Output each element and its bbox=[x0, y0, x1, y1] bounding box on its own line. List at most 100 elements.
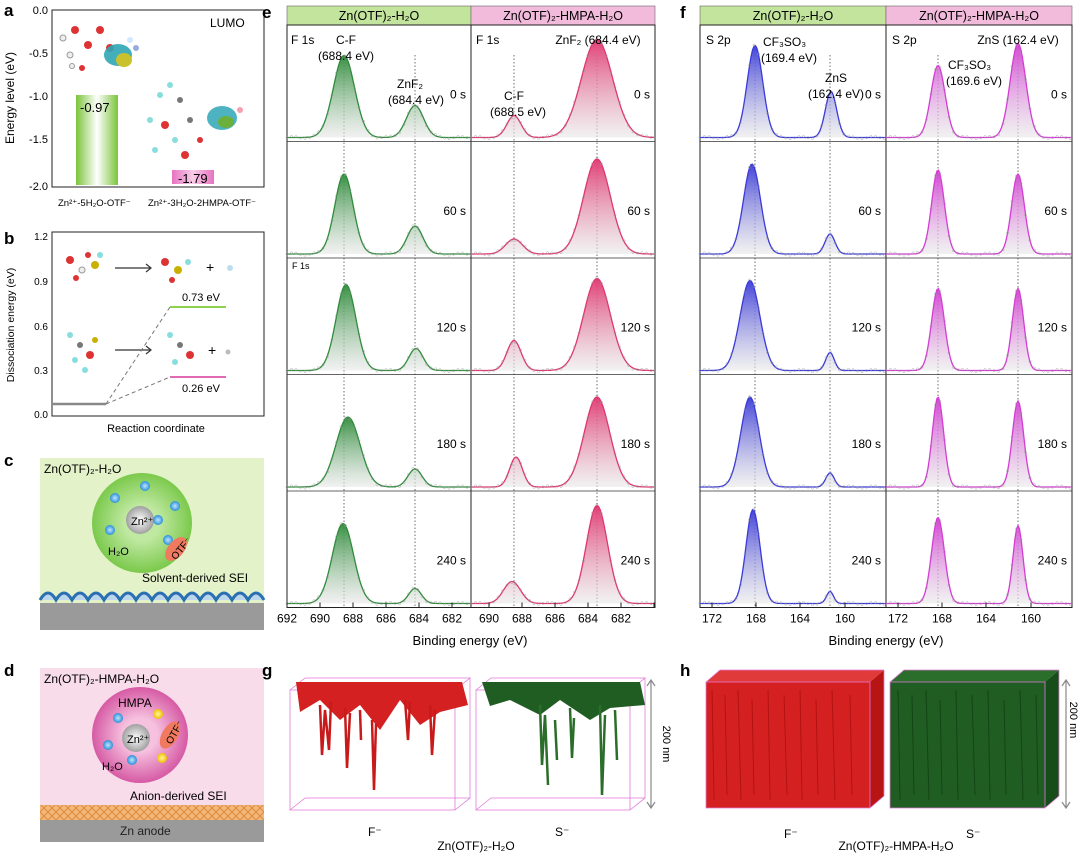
h2o-label-c: H₂O bbox=[108, 546, 129, 558]
zn-label-d: Zn²⁺ bbox=[127, 734, 150, 746]
zns-energy-left: (162.4 eV) bbox=[808, 87, 864, 101]
molecule-b-1 bbox=[66, 252, 103, 281]
y-axis-label-b: Dissociation energy (eV) bbox=[5, 268, 17, 382]
x-tick: 692 bbox=[277, 612, 297, 626]
s2p-label-left: S 2p bbox=[706, 33, 731, 47]
time-label: 120 s bbox=[1038, 320, 1067, 334]
dashed-connector-1 bbox=[105, 306, 171, 405]
ytick: 0.0 bbox=[33, 5, 48, 17]
spectrum-fill bbox=[886, 397, 1072, 487]
x-axis-label-b: Reaction coordinate bbox=[107, 423, 205, 435]
x-axis-label-e: Binding energy (eV) bbox=[413, 633, 528, 648]
panel-g: g 200 nm F⁻ S⁻ Zn(OTF)₂-H₂O bbox=[262, 661, 672, 853]
molecule-b-2 bbox=[67, 332, 98, 373]
energy-label-2: 0.26 eV bbox=[182, 383, 221, 395]
time-label: 180 s bbox=[437, 437, 466, 451]
spectrum-fit-line bbox=[471, 158, 654, 255]
xps-s2p-plots: 0 s 60 s 120 s 180 s 240 s 172 168 164 160 0 s 60 … bbox=[698, 24, 1073, 626]
f1s-small-label: F 1s bbox=[292, 261, 310, 271]
tof-sims-cube-s-h bbox=[889, 669, 1060, 809]
spectrum-fit-line bbox=[287, 173, 470, 255]
time-label: 180 s bbox=[852, 437, 881, 451]
panel-label-c: c bbox=[4, 451, 13, 470]
sei-label-c: Solvent-derived SEI bbox=[142, 571, 248, 585]
electrolyte-d: Zn(OTF)₂-HMPA-H₂O bbox=[44, 672, 159, 686]
spectrum-fit-line bbox=[471, 277, 654, 372]
hmpa-label: HMPA bbox=[118, 696, 152, 710]
lumo-title: LUMO bbox=[210, 16, 245, 30]
spectrum-fill bbox=[700, 280, 886, 371]
spectrum-fill bbox=[287, 55, 471, 138]
zn-anode-c bbox=[40, 603, 264, 630]
spectrum-fill bbox=[287, 174, 471, 254]
plot-frame-a bbox=[51, 9, 265, 188]
spectrum-fill bbox=[287, 284, 471, 371]
panel-c: c Zn(OTF)₂-H₂O Zn²⁺ H₂O OTF⁻ Solvent-der… bbox=[4, 451, 266, 630]
x-tick: 160 bbox=[835, 612, 855, 626]
scale-label-g: 200 nm bbox=[660, 726, 672, 763]
spectrum-fill bbox=[471, 397, 655, 487]
time-label: 60 s bbox=[1044, 204, 1067, 218]
plus-1: + bbox=[206, 259, 214, 275]
zn-anode-label: Zn anode bbox=[120, 824, 171, 838]
otf-anion bbox=[165, 537, 187, 561]
ytick: 1.2 bbox=[34, 232, 48, 243]
spectrum-fill bbox=[700, 45, 886, 138]
s2p-label-right: S 2p bbox=[892, 33, 917, 47]
ytick: 0.3 bbox=[34, 366, 48, 377]
dashed-connector-2 bbox=[105, 376, 171, 405]
scale-label-h: 200 nm bbox=[1067, 702, 1079, 739]
tof-sims-cube-s-g bbox=[475, 677, 647, 811]
spectrum-fill bbox=[700, 509, 886, 604]
ytick: 0.0 bbox=[34, 410, 48, 421]
x-tick: 690 bbox=[310, 612, 330, 626]
znf2-peak-label-right: ZnF₂ (684.4 eV) bbox=[555, 33, 640, 47]
x-axis-label-f: Binding energy (eV) bbox=[829, 633, 944, 648]
solvent-sei-layer bbox=[38, 591, 266, 604]
spectrum-fit-line bbox=[471, 396, 654, 488]
time-label: 60 s bbox=[443, 204, 466, 218]
x-tick: 682 bbox=[611, 612, 631, 626]
panel-f: f Zn(OTF)₂-H₂O Zn(OTF)₂-HMPA-H₂O 0 s 60 s… bbox=[680, 3, 1073, 648]
fragment-2 bbox=[225, 349, 231, 355]
time-label: 60 s bbox=[627, 204, 650, 218]
x-tick: 168 bbox=[746, 612, 766, 626]
spectrum-fit-line bbox=[471, 38, 655, 139]
f-label-g: F⁻ bbox=[368, 825, 382, 839]
znf2-peak-label-left: ZnF₂ bbox=[397, 77, 423, 91]
spectrum-fit-line bbox=[700, 279, 886, 372]
spectra-frame bbox=[699, 24, 887, 608]
time-label: 0 s bbox=[450, 87, 466, 101]
anion-sei-layer bbox=[40, 805, 264, 820]
electrolyte-c: Zn(OTF)₂-H₂O bbox=[44, 462, 121, 476]
cf3so3-label-right: CF₃SO₃ bbox=[948, 58, 991, 72]
x-tick: 164 bbox=[790, 612, 810, 626]
tof-sims-cube-f-h bbox=[705, 669, 885, 809]
x-tick: 688 bbox=[343, 612, 363, 626]
cf-peak-label-left: C-F bbox=[336, 33, 356, 47]
spectrum-fill bbox=[471, 278, 655, 371]
time-label: 0 s bbox=[865, 87, 881, 101]
panel-label-e: e bbox=[262, 3, 271, 22]
cf-peak-energy-left: (688.4 eV) bbox=[318, 49, 374, 63]
time-label: 240 s bbox=[621, 553, 650, 567]
header-f-left-text: Zn(OTF)₂-H₂O bbox=[753, 9, 834, 23]
zn-anode-d bbox=[40, 820, 264, 842]
lumo-value-1: -0.97 bbox=[80, 100, 110, 115]
s-label-h: S⁻ bbox=[966, 827, 980, 841]
time-label: 120 s bbox=[852, 320, 881, 334]
zns-label-left: ZnS bbox=[825, 71, 847, 85]
spectrum-fill bbox=[886, 43, 1072, 138]
f1s-label-right: F 1s bbox=[476, 33, 499, 47]
panel-a: a 0.0 -0.5 -1.0 -1.5 -2.0 Energy level (… bbox=[3, 1, 265, 209]
y-axis-label-a: Energy level (eV) bbox=[3, 52, 17, 144]
ytick: -0.5 bbox=[29, 48, 48, 60]
molecule-b-1-product bbox=[161, 258, 191, 283]
lumo-bar-green bbox=[76, 95, 118, 185]
spectrum-fit-line bbox=[700, 508, 886, 605]
panel-e: e Zn(OTF)₂-H₂O Zn(OTF)₂-HMPA-H₂O 0 s 60 s… bbox=[262, 3, 656, 648]
time-label: 120 s bbox=[621, 320, 650, 334]
time-label: 240 s bbox=[852, 553, 881, 567]
x-tick: 172 bbox=[702, 612, 722, 626]
x-tick: 682 bbox=[442, 612, 462, 626]
